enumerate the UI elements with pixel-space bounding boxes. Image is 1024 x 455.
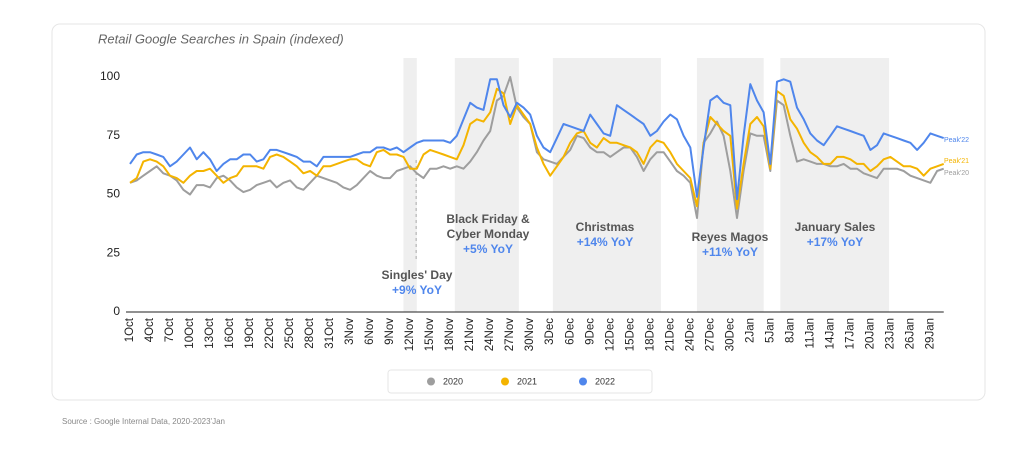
y-tick-label: 50 xyxy=(107,187,121,201)
x-tick-label: 6Nov xyxy=(364,318,376,345)
annotation-change: +9% YoY xyxy=(392,283,442,297)
x-tick-label: 26Jan xyxy=(904,318,916,349)
x-tick-label: 31Oct xyxy=(324,317,336,348)
x-tick-label: 25Oct xyxy=(284,317,296,348)
end-label: Peak'22 xyxy=(944,137,969,144)
x-tick-label: 24Dec xyxy=(684,318,696,351)
x-tick-label: 29Jan xyxy=(924,318,936,349)
x-tick-label: 16Oct xyxy=(224,317,236,348)
x-tick-label: 27Nov xyxy=(504,318,516,351)
legend-marker xyxy=(427,377,435,386)
x-tick-label: 9Dec xyxy=(584,318,596,345)
y-tick-label: 100 xyxy=(100,69,120,83)
legend-box xyxy=(387,369,653,394)
x-tick-label: 9Nov xyxy=(384,318,396,345)
annotation-title: Reyes Magos xyxy=(692,230,769,244)
x-tick-label: 19Oct xyxy=(244,317,256,348)
x-tick-label: 6Dec xyxy=(564,318,576,345)
event-band xyxy=(696,58,764,312)
event-band xyxy=(403,58,417,312)
x-tick-label: 10Oct xyxy=(184,317,196,348)
x-tick-label: 27Dec xyxy=(704,318,716,351)
x-tick-label: 12Dec xyxy=(604,318,616,351)
x-tick-label: 18Dec xyxy=(644,318,656,351)
annotation-change: +5% YoY xyxy=(463,242,513,256)
series-line xyxy=(129,87,945,210)
x-tick-label: 13Oct xyxy=(204,317,216,348)
x-tick-label: 15Nov xyxy=(424,318,436,351)
x-tick-label: 3Nov xyxy=(344,318,356,345)
x-tick-label: 1Oct xyxy=(124,317,136,342)
annotation-change: +17% YoY xyxy=(807,235,864,249)
x-tick-label: 17Jan xyxy=(844,318,856,349)
chart-title: Retail Google Searches in Spain (indexed… xyxy=(98,31,344,46)
legend-label: 2020 xyxy=(443,376,463,386)
x-tick-label: 2Jan xyxy=(744,318,756,343)
x-tick-label: 28Oct xyxy=(304,317,316,348)
x-tick-label: 23Jan xyxy=(884,318,896,349)
x-tick-label: 5Jan xyxy=(764,318,776,343)
x-tick-label: 4Oct xyxy=(144,317,156,342)
x-tick-label: 14Jan xyxy=(824,318,836,349)
event-band xyxy=(780,58,890,312)
x-tick-label: 22Oct xyxy=(264,317,276,348)
x-tick-label: 7Oct xyxy=(164,317,176,342)
x-tick-label: 3Dec xyxy=(544,318,556,345)
event-band xyxy=(552,58,661,312)
annotation-change: +14% YoY xyxy=(577,235,634,249)
annotation-title: Christmas xyxy=(576,220,635,234)
annotation-title: Singles' Day xyxy=(382,268,453,282)
y-tick-label: 0 xyxy=(113,304,120,318)
x-tick-label: 12Nov xyxy=(404,318,416,351)
end-label: Peak'20 xyxy=(944,170,969,177)
legend-label: 2022 xyxy=(595,376,615,386)
end-label: Peak'21 xyxy=(944,158,969,165)
x-tick-label: 11Jan xyxy=(804,318,816,348)
legend-label: 2021 xyxy=(517,376,537,386)
x-tick-label: 21Dec xyxy=(664,318,676,351)
x-tick-label: 21Nov xyxy=(464,318,476,351)
annotation-title: Black Friday & xyxy=(446,212,530,226)
x-tick-label: 20Jan xyxy=(864,318,876,349)
event-band xyxy=(454,58,519,312)
source: Source : Google Internal Data, 2020-2023… xyxy=(62,417,225,426)
x-tick-label: 24Nov xyxy=(484,318,496,351)
series-line xyxy=(129,78,945,201)
annotation-title: Cyber Monday xyxy=(447,227,530,241)
x-tick-label: 18Nov xyxy=(444,318,456,351)
x-tick-label: 15Dec xyxy=(624,318,636,351)
legend-marker xyxy=(579,377,587,386)
x-tick-label: 30Nov xyxy=(524,318,536,351)
annotation-change: +11% YoY xyxy=(702,245,758,259)
x-tick-label: 30Dec xyxy=(724,318,736,351)
series-line xyxy=(129,76,945,219)
x-tick-label: 8Jan xyxy=(784,318,796,343)
y-tick-label: 75 xyxy=(107,128,121,142)
annotation-title: January Sales xyxy=(795,220,876,234)
y-tick-label: 25 xyxy=(107,245,121,259)
legend-marker xyxy=(501,377,509,386)
